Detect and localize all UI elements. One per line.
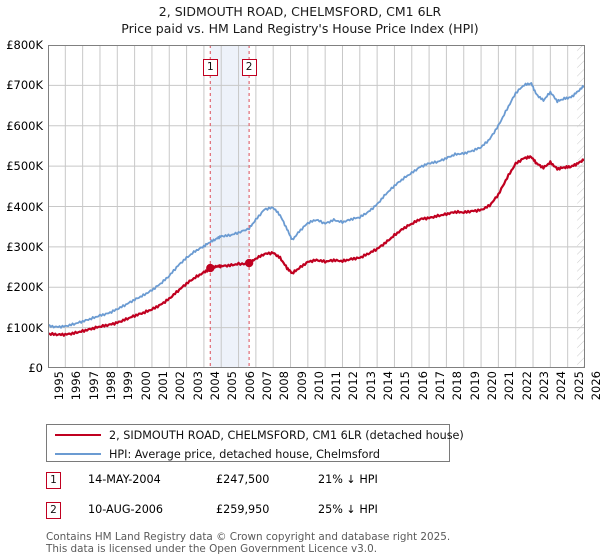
- transaction-markers: [206, 45, 254, 368]
- page-subtitle: Price paid vs. HM Land Registry's House …: [121, 21, 479, 36]
- legend-swatch-hpi: [55, 453, 101, 455]
- transaction-price-2: £259,950: [216, 503, 270, 516]
- x-axis-tick-label: 2007: [259, 371, 274, 401]
- legend-item-price-paid[interactable]: 2, SIDMOUTH ROAD, CHELMSFORD, CM1 6LR (d…: [47, 426, 464, 444]
- x-axis-tick-label: 2009: [294, 371, 309, 401]
- series-lines: [48, 82, 585, 337]
- table-row[interactable]: 1 14-MAY-2004 £247,500 21% ↓ HPI: [46, 472, 516, 502]
- chart-marker-flag-2[interactable]: 2: [241, 59, 257, 76]
- y-axis-labels: £0 £100K £200K £300K £400K £500K £600K £700K £80…: [0, 38, 46, 375]
- x-axis-tick-label: 2024: [554, 371, 569, 401]
- transaction-hpi-delta-1: 21% ↓ HPI: [318, 473, 378, 486]
- x-axis-tick-label: 2005: [225, 371, 240, 401]
- legend-label-hpi: HPI: Average price, detached house, Chel…: [109, 447, 381, 461]
- footer-attribution: Contains HM Land Registry data © Crown c…: [46, 531, 586, 555]
- y-axis-tick-label: £100K: [6, 320, 43, 335]
- chart-title-block: 2, SIDMOUTH ROAD, CHELMSFORD, CM1 6LR Pr…: [0, 3, 600, 37]
- y-axis-tick-label: £700K: [6, 78, 43, 93]
- x-axis-tick-label: 2014: [381, 371, 396, 401]
- footer-line-1: Contains HM Land Registry data © Crown c…: [46, 531, 451, 543]
- legend-swatch-price-paid: [55, 434, 101, 436]
- chart-legend: 2, SIDMOUTH ROAD, CHELMSFORD, CM1 6LR (d…: [46, 424, 464, 463]
- legend-label-price-paid: 2, SIDMOUTH ROAD, CHELMSFORD, CM1 6LR (d…: [109, 428, 464, 442]
- transaction-date-2: 10-AUG-2006: [88, 503, 164, 516]
- x-axis-tick-label: 2022: [519, 371, 534, 401]
- y-axis-tick-label: £0: [28, 361, 43, 375]
- x-axis-labels: 1995 1996 1997 1998 1999 2000 2001 2002 2003 2004…: [48, 371, 600, 417]
- y-axis-tick-label: £300K: [6, 239, 43, 254]
- x-axis-tick-label: 2002: [173, 371, 188, 401]
- y-axis-tick-label: £600K: [6, 118, 43, 133]
- y-axis-tick-label: £200K: [6, 280, 43, 295]
- page-title: 2, SIDMOUTH ROAD, CHELMSFORD, CM1 6LR: [158, 4, 442, 19]
- y-axis-tick-label: £400K: [6, 199, 43, 214]
- x-axis-tick-label: 2004: [207, 371, 222, 401]
- x-axis-tick-label: 2015: [398, 371, 413, 401]
- x-axis-tick-label: 2003: [190, 371, 205, 401]
- x-axis-tick-label: 1997: [86, 371, 101, 401]
- chart-marker-flag-1[interactable]: 1: [202, 59, 218, 76]
- chart-svg: [48, 45, 585, 368]
- x-axis-tick-label: 2013: [363, 371, 378, 401]
- x-axis-tick-label: 2019: [467, 371, 482, 401]
- table-row[interactable]: 2 10-AUG-2006 £259,950 25% ↓ HPI: [46, 502, 516, 532]
- x-axis-tick-label: 1998: [103, 371, 118, 401]
- x-axis-tick-label: 1999: [121, 371, 136, 401]
- legend-item-hpi[interactable]: HPI: Average price, detached house, Chel…: [47, 445, 449, 463]
- x-axis-tick-label: 2025: [571, 371, 586, 401]
- y-axis-tick-label: £800K: [6, 38, 43, 52]
- footer-line-2: This data is licensed under the Open Gov…: [46, 543, 378, 555]
- x-axis-tick-label: 2012: [346, 371, 361, 401]
- x-axis-tick-label: 2008: [277, 371, 292, 401]
- x-axis-tick-label: 2011: [329, 371, 344, 401]
- x-axis-tick-label: 2010: [311, 371, 326, 401]
- plot-border: [48, 45, 585, 368]
- x-axis-tick-label: 2020: [485, 371, 500, 401]
- x-axis-tick-label: 2023: [537, 371, 552, 401]
- x-axis-tick-label: 2018: [450, 371, 465, 401]
- x-axis-tick-label: 2006: [242, 371, 257, 401]
- x-axis-tick-label: 1996: [69, 371, 84, 401]
- transaction-marker-1: 1: [46, 472, 61, 489]
- x-axis-tick-label: 2026: [589, 371, 600, 401]
- y-axis-tick-label: £500K: [6, 159, 43, 174]
- transaction-date-1: 14-MAY-2004: [88, 473, 161, 486]
- x-axis-tick-label: 1995: [52, 371, 66, 401]
- transaction-table: 1 14-MAY-2004 £247,500 21% ↓ HPI 2 10-AU…: [46, 472, 516, 532]
- grid-lines: [48, 45, 585, 368]
- x-axis-tick-label: 2000: [138, 371, 153, 401]
- x-axis-tick-label: 2021: [502, 371, 517, 401]
- transaction-marker-2: 2: [46, 502, 61, 519]
- x-axis-tick-label: 2001: [155, 371, 170, 401]
- x-axis-tick-label: 2017: [433, 371, 448, 401]
- x-axis-tick-label: 2016: [415, 371, 430, 401]
- transaction-hpi-delta-2: 25% ↓ HPI: [318, 503, 378, 516]
- transaction-price-1: £247,500: [216, 473, 270, 486]
